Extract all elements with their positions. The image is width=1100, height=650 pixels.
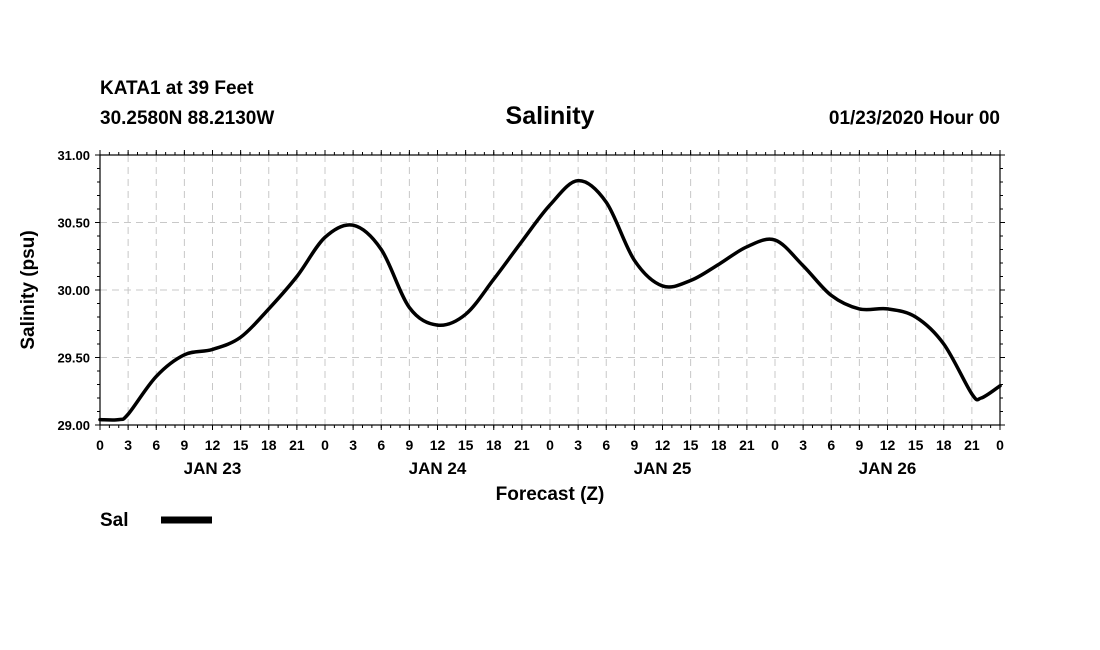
day-label: JAN 25 [634, 459, 692, 478]
x-tick-label: 15 [233, 437, 249, 453]
x-axis-label: Forecast (Z) [496, 484, 605, 505]
legend: Sal [100, 510, 212, 531]
x-tick-label: 21 [964, 437, 980, 453]
day-labels: JAN 23 JAN 24 JAN 25 JAN 26 [184, 459, 917, 478]
day-label: JAN 24 [409, 459, 467, 478]
y-tick-label: 29.00 [57, 418, 90, 433]
y-tick-labels: 29.00 29.50 30.00 30.50 31.00 [57, 148, 90, 433]
location-label: 30.2580N 88.2130W [100, 108, 274, 129]
x-tick-label: 9 [180, 437, 188, 453]
x-tick-label: 12 [430, 437, 446, 453]
grid [100, 155, 1000, 425]
y-tick-label: 29.50 [57, 351, 90, 366]
x-tick-label: 9 [405, 437, 413, 453]
x-tick-label: 12 [880, 437, 896, 453]
x-tick-label: 18 [261, 437, 277, 453]
y-tick-label: 30.50 [57, 216, 90, 231]
x-tick-label: 3 [799, 437, 807, 453]
x-tick-label: 0 [771, 437, 779, 453]
x-tick-label: 15 [458, 437, 474, 453]
x-tick-label: 0 [996, 437, 1004, 453]
plot-frame [99, 154, 1001, 426]
legend-label: Sal [100, 510, 129, 531]
x-tick-label: 15 [683, 437, 699, 453]
series-layer [98, 178, 1002, 422]
x-tick-label: 3 [124, 437, 132, 453]
x-tick-label: 21 [739, 437, 755, 453]
x-tick-label: 3 [349, 437, 357, 453]
x-tick-label: 6 [377, 437, 385, 453]
x-tick-label: 15 [908, 437, 924, 453]
x-tick-label: 0 [321, 437, 329, 453]
x-tick-label: 0 [546, 437, 554, 453]
station-label: KATA1 at 39 Feet [100, 78, 254, 99]
chart-title: Salinity [506, 102, 595, 130]
day-label: JAN 26 [859, 459, 917, 478]
x-tick-label: 9 [855, 437, 863, 453]
x-tick-label: 18 [486, 437, 502, 453]
run-time-label: 01/23/2020 Hour 00 [829, 108, 1000, 129]
x-tick-label: 18 [936, 437, 952, 453]
x-tick-label: 6 [152, 437, 160, 453]
y-tick-label: 30.00 [57, 283, 90, 298]
x-tick-label: 0 [96, 437, 104, 453]
x-tick-label: 21 [514, 437, 530, 453]
x-tick-labels: 0 3 6 9 12 15 18 21 0 3 6 9 12 15 18 21 0 3 6 9 12 15 18 21 0 3 6 9… [96, 437, 1004, 453]
x-tick-label: 6 [827, 437, 835, 453]
x-tick-label: 3 [574, 437, 582, 453]
x-tick-label: 21 [289, 437, 305, 453]
day-label: JAN 23 [184, 459, 242, 478]
x-tick-label: 18 [711, 437, 727, 453]
y-axis-label: Salinity (psu) [18, 230, 39, 349]
y-tick-label: 31.00 [57, 148, 90, 163]
x-tick-label: 6 [602, 437, 610, 453]
x-tick-label: 12 [205, 437, 221, 453]
series-line-sal [98, 178, 1002, 422]
x-tick-label: 9 [630, 437, 638, 453]
x-tick-label: 12 [655, 437, 671, 453]
